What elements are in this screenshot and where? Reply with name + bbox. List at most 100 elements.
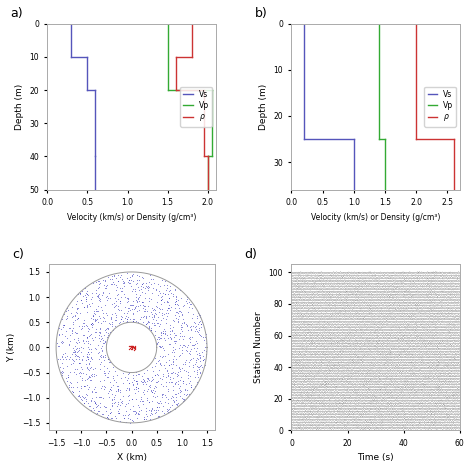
Point (95, 394, 102, 401)
Point (106, 410, 114, 417)
Point (81, 331, 88, 339)
Text: b): b) (255, 7, 267, 20)
Point (132, 383, 139, 391)
Point (68, 303, 76, 311)
Point (97, 303, 105, 311)
Point (82, 295, 90, 303)
Point (129, 417, 137, 425)
Point (191, 324, 199, 331)
Point (107, 295, 114, 302)
Point (143, 412, 151, 420)
Point (101, 369, 109, 377)
Point (150, 314, 157, 321)
Point (138, 298, 146, 306)
Point (87, 376, 95, 384)
Point (119, 317, 127, 324)
Point (201, 343, 209, 350)
Point (76, 289, 84, 297)
Point (155, 403, 163, 411)
Y-axis label: Y (km): Y (km) (7, 333, 16, 362)
Point (148, 329, 156, 336)
Point (110, 303, 118, 311)
Point (122, 386, 130, 394)
Point (148, 388, 155, 396)
Point (155, 366, 163, 373)
Point (145, 297, 153, 305)
Point (141, 305, 148, 313)
Point (126, 384, 133, 392)
Point (144, 302, 152, 310)
Point (135, 286, 143, 293)
Point (187, 323, 195, 330)
Point (128, 342, 136, 350)
Point (194, 374, 201, 381)
Point (88, 355, 96, 363)
Point (152, 286, 159, 294)
Point (132, 290, 139, 298)
Point (94, 285, 102, 292)
Point (73, 306, 81, 313)
Point (58, 368, 65, 375)
Point (100, 376, 108, 383)
Point (172, 331, 180, 339)
Point (145, 406, 152, 413)
Point (103, 364, 110, 372)
Point (173, 337, 180, 345)
Point (110, 299, 118, 307)
Point (128, 301, 136, 308)
Point (145, 322, 153, 330)
Point (173, 401, 181, 409)
Point (113, 371, 121, 378)
Point (166, 375, 174, 382)
Point (101, 317, 109, 324)
Point (84, 339, 91, 347)
Point (80, 399, 88, 406)
Point (99, 313, 107, 321)
Point (153, 403, 161, 411)
Point (123, 315, 131, 323)
Point (89, 312, 97, 319)
Point (129, 309, 137, 317)
Point (149, 373, 156, 380)
Point (145, 312, 153, 320)
Point (100, 363, 108, 370)
Point (155, 412, 163, 420)
Point (96, 297, 103, 304)
Point (201, 356, 208, 363)
Point (171, 286, 179, 294)
Point (81, 292, 89, 299)
Point (123, 274, 131, 282)
Point (71, 312, 79, 319)
Point (154, 280, 161, 288)
Point (109, 326, 117, 333)
Point (145, 284, 153, 291)
Point (127, 276, 135, 284)
Point (166, 408, 174, 415)
Point (118, 279, 126, 287)
Point (118, 399, 126, 407)
Point (69, 319, 76, 326)
Point (128, 395, 136, 403)
Vp (382, 187, 388, 193)
Point (70, 357, 77, 364)
Point (78, 297, 85, 304)
Point (128, 271, 136, 279)
Point (153, 340, 161, 348)
Point (187, 327, 194, 334)
Point (123, 408, 130, 415)
Point (78, 365, 86, 373)
Point (125, 345, 132, 353)
Point (69, 320, 77, 327)
Point (131, 408, 138, 415)
Point (180, 320, 187, 327)
Point (132, 371, 139, 379)
Point (175, 335, 182, 342)
Vs (92, 154, 98, 159)
Point (108, 414, 116, 422)
Point (163, 281, 171, 289)
Point (139, 283, 147, 291)
Point (58, 359, 65, 367)
Point (156, 343, 164, 350)
Point (121, 373, 129, 380)
Point (162, 358, 170, 366)
